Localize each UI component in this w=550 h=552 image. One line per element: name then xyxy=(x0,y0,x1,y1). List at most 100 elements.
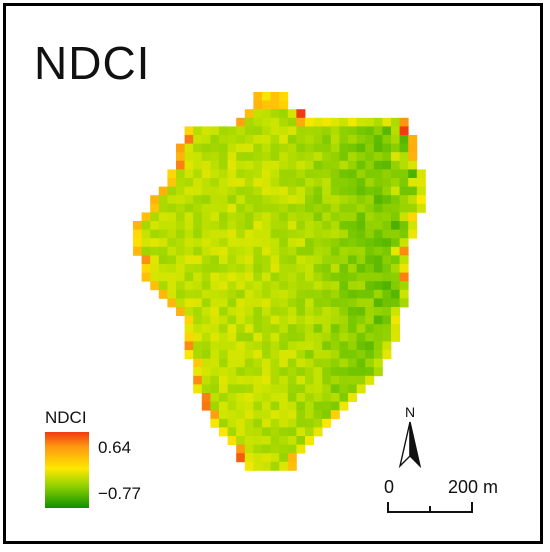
raster-cell xyxy=(210,358,220,368)
raster-cell xyxy=(296,281,306,291)
raster-cell xyxy=(176,229,185,239)
raster-cell xyxy=(219,152,228,162)
raster-cell xyxy=(339,246,349,256)
raster-cell xyxy=(210,375,220,385)
raster-cell xyxy=(236,453,246,463)
raster-cell xyxy=(201,195,211,205)
raster-cell xyxy=(219,418,228,428)
raster-cell xyxy=(373,117,383,127)
raster-cell xyxy=(296,169,306,179)
raster-cell xyxy=(322,126,332,136)
raster-cell xyxy=(382,298,392,308)
raster-cell xyxy=(382,221,392,230)
raster-cell xyxy=(365,152,375,162)
raster-cell xyxy=(339,298,349,308)
raster-cell xyxy=(382,281,392,291)
raster-cell xyxy=(348,358,357,368)
raster-cell xyxy=(313,384,323,394)
raster-cell xyxy=(356,229,366,239)
raster-cell xyxy=(270,375,280,385)
raster-cell xyxy=(305,186,314,196)
raster-cell xyxy=(279,384,289,394)
raster-cell xyxy=(227,229,237,239)
raster-cell xyxy=(167,281,177,291)
raster-cell xyxy=(322,384,332,394)
raster-cell xyxy=(279,281,289,291)
raster-cell xyxy=(262,229,271,239)
raster-cell xyxy=(279,307,289,316)
raster-cell xyxy=(219,410,228,420)
raster-cell xyxy=(313,350,323,359)
raster-cell xyxy=(227,350,237,359)
raster-cell xyxy=(305,401,314,411)
raster-cell xyxy=(356,255,366,265)
raster-cell xyxy=(287,315,297,325)
raster-cell xyxy=(365,255,375,265)
raster-cell xyxy=(219,178,228,187)
raster-cell xyxy=(270,160,280,170)
raster-cell xyxy=(150,264,160,273)
raster-cell xyxy=(227,238,237,248)
raster-cell xyxy=(167,272,177,282)
raster-cell xyxy=(287,169,297,179)
raster-cell xyxy=(356,281,366,291)
raster-cell xyxy=(330,160,340,170)
raster-cell xyxy=(210,195,220,205)
raster-cell xyxy=(201,203,211,213)
raster-cell xyxy=(262,281,271,291)
raster-cell xyxy=(287,229,297,239)
raster-cell xyxy=(382,255,392,265)
raster-cell xyxy=(322,289,332,299)
raster-cell xyxy=(253,135,263,144)
raster-cell xyxy=(296,315,306,325)
raster-cell xyxy=(279,203,289,213)
raster-cell xyxy=(313,341,323,351)
raster-cell xyxy=(210,160,220,170)
raster-cell xyxy=(201,307,211,316)
raster-cell xyxy=(270,255,280,265)
raster-cell xyxy=(322,169,332,179)
raster-cell xyxy=(391,143,400,153)
raster-cell xyxy=(201,212,211,222)
raster-cell xyxy=(270,324,280,334)
raster-cell xyxy=(236,324,246,334)
raster-cell xyxy=(313,281,323,291)
raster-cell xyxy=(210,384,220,394)
raster-cell xyxy=(210,332,220,342)
raster-cell xyxy=(253,126,263,136)
raster-cell xyxy=(382,169,392,179)
raster-cell xyxy=(339,315,349,325)
raster-cell xyxy=(253,324,263,334)
raster-cell xyxy=(356,169,366,179)
raster-cell xyxy=(141,229,151,239)
raster-cell xyxy=(253,221,263,230)
raster-cell xyxy=(279,143,289,153)
raster-cell xyxy=(236,126,246,136)
raster-cell xyxy=(365,315,375,325)
raster-cell xyxy=(287,298,297,308)
raster-cell xyxy=(262,160,271,170)
raster-cell xyxy=(270,436,280,445)
raster-cell xyxy=(193,332,203,342)
raster-cell xyxy=(287,272,297,282)
raster-cell xyxy=(382,160,392,170)
scale-bar xyxy=(387,502,473,513)
raster-cell xyxy=(270,221,280,230)
raster-cell xyxy=(365,367,375,377)
raster-cell xyxy=(176,186,185,196)
raster-cell xyxy=(193,358,203,368)
raster-cell xyxy=(141,238,151,248)
raster-cell xyxy=(296,126,306,136)
raster-cell xyxy=(167,238,177,248)
raster-cell xyxy=(210,169,220,179)
raster-cell xyxy=(270,418,280,428)
raster-cell xyxy=(348,178,357,187)
raster-cell xyxy=(356,324,366,334)
raster-cell xyxy=(365,221,375,230)
raster-cell xyxy=(219,401,228,411)
raster-cell xyxy=(382,212,392,222)
raster-cell xyxy=(184,307,194,316)
raster-cell xyxy=(184,350,194,359)
raster-cell xyxy=(176,246,185,256)
